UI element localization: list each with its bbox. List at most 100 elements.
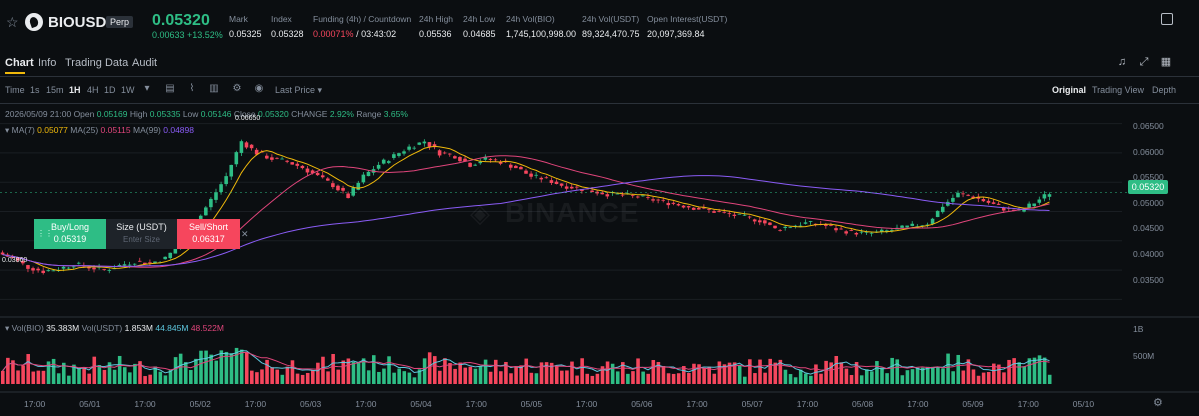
volume-bar [6,357,10,384]
volume-bar [956,354,961,384]
volume-bar [41,370,46,384]
candle-body [407,146,411,150]
candle-body [580,189,584,191]
volume-bar [1037,355,1042,384]
volume-bar [976,375,981,384]
symbol-name[interactable]: BIOUSDT [48,14,116,31]
volume-bar [377,371,381,384]
candle-body [15,257,20,261]
volume-bar [331,353,335,384]
volume-bar [844,368,849,384]
indicator-icon[interactable]: ⌇ [189,83,195,94]
candle-body [473,164,477,166]
candle-body [920,225,925,227]
layout-settings-icon[interactable] [1161,13,1173,25]
volume-bar [824,360,828,384]
volume-bar [173,357,178,384]
buy-long-button[interactable]: Buy/Long 0.05319 [34,219,106,249]
interval-1h[interactable]: 1H [69,85,81,95]
drag-handle-icon[interactable]: ⋮⋮ [37,229,53,238]
candle-body [514,165,518,169]
ma7-value: 0.05077 [37,125,68,135]
buy-long-label: Buy/Long [50,222,90,232]
price-tick: 0.04000 [1133,249,1164,259]
candle-body [752,219,757,222]
interval-1s[interactable]: 1s [30,85,40,95]
sell-short-button[interactable]: Sell/Short 0.06317 [177,219,240,249]
volume-bar [920,367,925,384]
volume-bar [72,364,76,384]
size-input[interactable]: Enter Size [123,235,160,244]
candle-body [21,260,25,264]
favorite-star-icon[interactable]: ☆ [6,14,19,30]
candle-body [488,158,493,160]
candle-body [26,265,30,269]
volume-bar [737,364,742,384]
volume-bar [646,373,651,384]
close-icon[interactable]: ✕ [241,229,249,239]
interval-4h[interactable]: 4H [87,85,99,95]
view-original[interactable]: Original [1052,85,1087,95]
calendar-icon[interactable]: ▤ [165,83,175,94]
grid-layout-icon[interactable]: ▦ [1160,56,1172,68]
volume-bar [504,361,508,384]
volume-bar [336,369,341,384]
volume-bar [621,362,625,384]
vol-collapse-icon[interactable]: ▾ [5,323,10,333]
view-trading-view[interactable]: Trading View [1092,85,1145,95]
low-24h-label: 24h Low [463,14,496,24]
ma99-label: MA(99) [133,125,161,135]
tab-info[interactable]: Info [38,57,57,69]
candle-body [722,211,726,213]
volume-bar [199,350,203,384]
volume-bar [742,376,747,384]
size-field[interactable]: Size (USDT) Enter Size [106,219,177,249]
volume-bar [793,377,798,384]
ma-collapse-icon[interactable]: ▾ [5,125,10,135]
volume-bar [305,372,310,384]
volume-bar [636,358,640,384]
expand-icon[interactable]: ⤢ [1139,56,1149,68]
interval-15m[interactable]: 15m [46,85,64,95]
interval-1w[interactable]: 1W [121,85,135,95]
volume-bar [666,373,671,384]
candle-body [1022,208,1026,212]
sell-short-price: 0.06317 [192,234,225,244]
quick-order-widget: Buy/Long 0.05319 ⋮⋮ Size (USDT) Enter Si… [34,219,249,249]
bell-icon[interactable]: ♫ [1117,56,1127,68]
candle-body [437,150,442,156]
candle-body [249,144,254,149]
time-label: Time [5,85,25,95]
volume-bar [961,370,966,384]
tab-trading-data[interactable]: Trading Data [65,57,129,69]
time-tick: 05/01 [79,399,101,409]
candle-body [102,268,106,270]
interval-dropdown-icon[interactable]: ▾ [144,83,150,94]
price-type-select[interactable]: Last Price ▾ [275,85,323,95]
chart-settings-icon[interactable]: ⚙ [1153,397,1163,409]
candle-body [254,149,259,155]
open-interest-value: 20,097,369.84 [647,29,705,39]
ma7-line [2,145,1050,272]
candle-datetime: 2026/05/09 21:00 [5,109,72,119]
ma-legend: ▾ MA(7) 0.05077 MA(25) 0.05115 MA(99) 0.… [5,125,194,136]
view-depth[interactable]: Depth [1152,85,1177,95]
candle-body [1047,194,1052,197]
volume-bar [112,369,117,384]
candlestick-chart[interactable] [0,104,1199,416]
candle-body [707,209,711,210]
time-tick: 17:00 [907,399,929,409]
tab-chart[interactable]: Chart [5,57,34,69]
volume-bar [819,373,823,384]
interval-1d[interactable]: 1D [104,85,116,95]
candle-body [498,161,503,164]
volume-bar [651,360,656,384]
tab-audit[interactable]: Audit [132,57,158,69]
drawing-settings-icon[interactable]: ⚙ [232,83,242,94]
candle-body [930,218,935,224]
candle-body [824,224,828,226]
current-price-tag: 0.05320 [1128,180,1168,194]
replay-icon[interactable]: ◉ [254,83,264,94]
chart-type-icon[interactable]: ▥ [209,83,219,94]
candle-body [478,161,483,164]
